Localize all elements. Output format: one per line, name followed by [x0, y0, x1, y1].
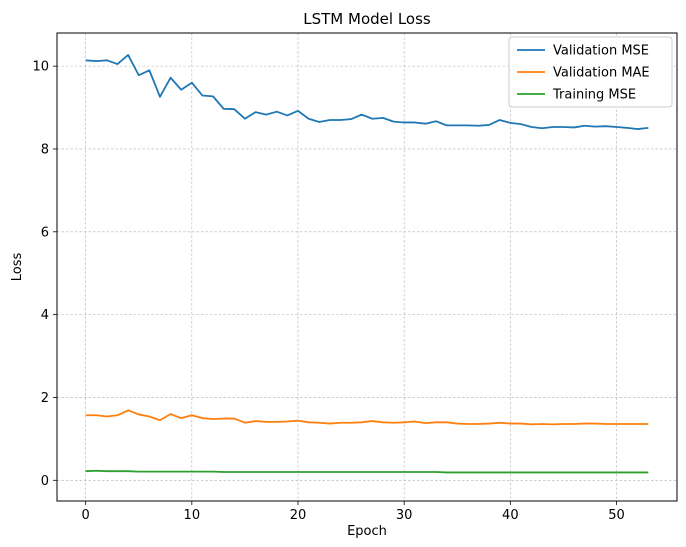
series-line-validation-mse — [85, 54, 649, 130]
legend-label-validation-mae: Validation MAE — [553, 66, 650, 81]
y-axis-label: Loss — [10, 253, 25, 282]
y-tick-label: 4 — [41, 308, 49, 323]
series-layer — [85, 54, 649, 474]
legend-box — [508, 36, 673, 108]
y-tick-label: 0 — [41, 474, 49, 489]
plot-frame — [56, 32, 678, 502]
y-tick-label: 6 — [41, 225, 49, 240]
x-tick-label: 20 — [290, 508, 307, 523]
y-tick-label: 8 — [41, 142, 49, 157]
chart-title: LSTM Model Loss — [303, 10, 431, 28]
legend-label-validation-mse: Validation MSE — [553, 44, 649, 59]
x-tick-label: 30 — [396, 508, 413, 523]
plot-area — [57, 33, 677, 501]
y-axis: 0 2 4 6 8 10 — [32, 60, 57, 489]
series-line-training-mse — [85, 469, 649, 474]
x-axis: 0 10 20 30 40 50 — [82, 501, 625, 523]
series-line-validation-mae — [85, 409, 649, 426]
legend: Validation MSE Validation MAE Training MSE — [508, 36, 673, 108]
x-tick-label: 40 — [502, 508, 519, 523]
x-tick-label: 50 — [608, 508, 625, 523]
x-tick-label: 0 — [82, 508, 90, 523]
legend-label-training-mse: Training MSE — [552, 88, 636, 103]
y-tick-label: 2 — [41, 391, 49, 406]
x-tick-label: 10 — [184, 508, 201, 523]
y-tick-label: 10 — [32, 60, 49, 75]
x-axis-label: Epoch — [347, 524, 387, 539]
